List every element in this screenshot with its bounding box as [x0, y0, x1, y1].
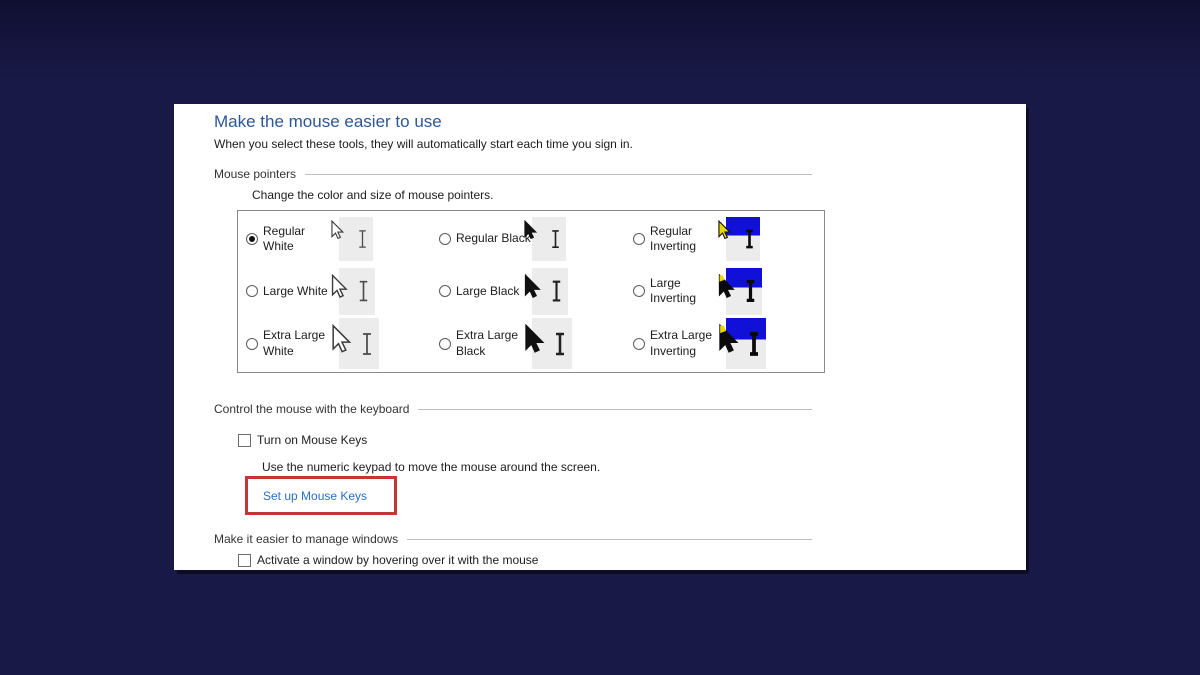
annotation-highlight-box: Set up Mouse Keys: [245, 476, 397, 515]
arrow-cursor-icon: [331, 273, 348, 298]
turn-on-mouse-keys-checkbox[interactable]: [238, 433, 251, 447]
pointer-option-extra-large-inverting[interactable]: Extra Large Inverting: [633, 318, 824, 370]
ibeam-cursor-icon: [746, 280, 755, 303]
pointer-option-regular-white[interactable]: Regular White: [246, 213, 439, 265]
mouse-keys-hint: Use the numeric keypad to move the mouse…: [262, 460, 601, 474]
pointer-option-label: Regular White: [263, 223, 306, 254]
radio-extra-large-white[interactable]: [246, 337, 258, 350]
ease-of-access-panel: Make the mouse easier to use When you se…: [174, 104, 1026, 570]
cursor-preview-large-white: [331, 267, 375, 315]
ibeam-cursor-icon: [552, 230, 559, 249]
radio-extra-large-inverting[interactable]: [633, 337, 645, 350]
arrow-cursor-icon: [331, 220, 345, 240]
turn-on-mouse-keys-row[interactable]: Turn on Mouse Keys: [238, 433, 367, 447]
cursor-preview-extra-large-white: [332, 318, 379, 370]
cursor-preview-regular-inverting: [718, 217, 760, 262]
cursor-preview-extra-large-inverting: [719, 318, 766, 370]
section-mouse-keyboard: Control the mouse with the keyboard: [214, 402, 812, 416]
ibeam-cursor-icon: [552, 281, 561, 302]
page-subtitle: When you select these tools, they will a…: [214, 137, 633, 151]
pointer-option-label: Large Inverting: [650, 275, 697, 306]
radio-regular-white[interactable]: [246, 233, 258, 246]
ibeam-cursor-icon: [363, 332, 371, 355]
arrow-cursor-icon: [718, 220, 732, 240]
pointer-option-label: Extra Large White: [263, 328, 326, 358]
pointer-option-label: Extra Large Black: [456, 328, 519, 358]
cursor-preview-regular-black: [524, 217, 566, 262]
pointer-option-large-inverting[interactable]: Large Inverting: [633, 265, 824, 317]
section-manage-windows: Make it easier to manage windows: [214, 532, 812, 546]
cursor-preview-extra-large-black: [525, 318, 572, 370]
cursor-preview-regular-white: [331, 217, 373, 262]
arrow-cursor-icon: [524, 273, 541, 298]
pointer-option-label: Regular Black: [456, 231, 531, 246]
radio-regular-inverting[interactable]: [633, 233, 645, 246]
radio-extra-large-black[interactable]: [439, 337, 451, 350]
set-up-mouse-keys-link[interactable]: Set up Mouse Keys: [263, 488, 368, 503]
ibeam-cursor-icon: [359, 281, 368, 302]
pointer-option-label: Regular Inverting: [650, 223, 697, 254]
activate-window-hover-checkbox[interactable]: [238, 553, 251, 567]
arrow-cursor-icon: [332, 324, 352, 353]
ibeam-cursor-icon: [746, 229, 753, 249]
radio-large-black[interactable]: [439, 285, 451, 298]
pointer-option-extra-large-white[interactable]: Extra Large White: [246, 318, 439, 370]
arrow-cursor-icon: [718, 273, 735, 298]
arrow-cursor-icon: [524, 220, 538, 240]
pointer-option-large-white[interactable]: Large White: [246, 265, 439, 317]
turn-on-mouse-keys-label: Turn on Mouse Keys: [257, 433, 368, 447]
ibeam-cursor-icon: [750, 331, 758, 356]
section-divider: [305, 173, 812, 175]
ibeam-cursor-icon: [359, 230, 366, 248]
pointer-option-label: Large Black: [456, 283, 520, 298]
page-title: Make the mouse easier to use: [214, 112, 442, 131]
section-mouse-pointers-label: Mouse pointers: [214, 167, 297, 181]
pointer-option-label: Extra Large Inverting: [650, 328, 713, 358]
section-divider: [407, 538, 812, 540]
radio-large-inverting[interactable]: [633, 285, 645, 298]
cursor-preview-large-inverting: [718, 267, 762, 315]
radio-regular-black[interactable]: [439, 233, 451, 246]
section-manage-windows-label: Make it easier to manage windows: [214, 532, 399, 546]
pointer-option-regular-inverting[interactable]: Regular Inverting: [633, 213, 824, 265]
pointers-description: Change the color and size of mouse point…: [252, 188, 494, 202]
arrow-cursor-icon: [719, 324, 739, 354]
section-divider: [418, 408, 812, 410]
pointer-option-label: Large White: [263, 283, 328, 298]
pointer-option-regular-black[interactable]: Regular Black: [439, 213, 633, 265]
cursor-preview-large-black: [524, 267, 568, 315]
activate-window-hover-label: Activate a window by hovering over it wi…: [257, 553, 539, 567]
pointer-option-extra-large-black[interactable]: Extra Large Black: [439, 318, 633, 370]
section-mouse-keyboard-label: Control the mouse with the keyboard: [214, 402, 410, 416]
arrow-cursor-icon: [525, 324, 545, 354]
pointer-options-group: Regular White Regular Black Regular Inve…: [237, 210, 825, 373]
activate-window-hover-row[interactable]: Activate a window by hovering over it wi…: [238, 553, 538, 567]
section-mouse-pointers: Mouse pointers: [214, 167, 812, 181]
ibeam-cursor-icon: [556, 332, 564, 356]
radio-large-white[interactable]: [246, 285, 258, 298]
pointer-option-large-black[interactable]: Large Black: [439, 265, 633, 317]
